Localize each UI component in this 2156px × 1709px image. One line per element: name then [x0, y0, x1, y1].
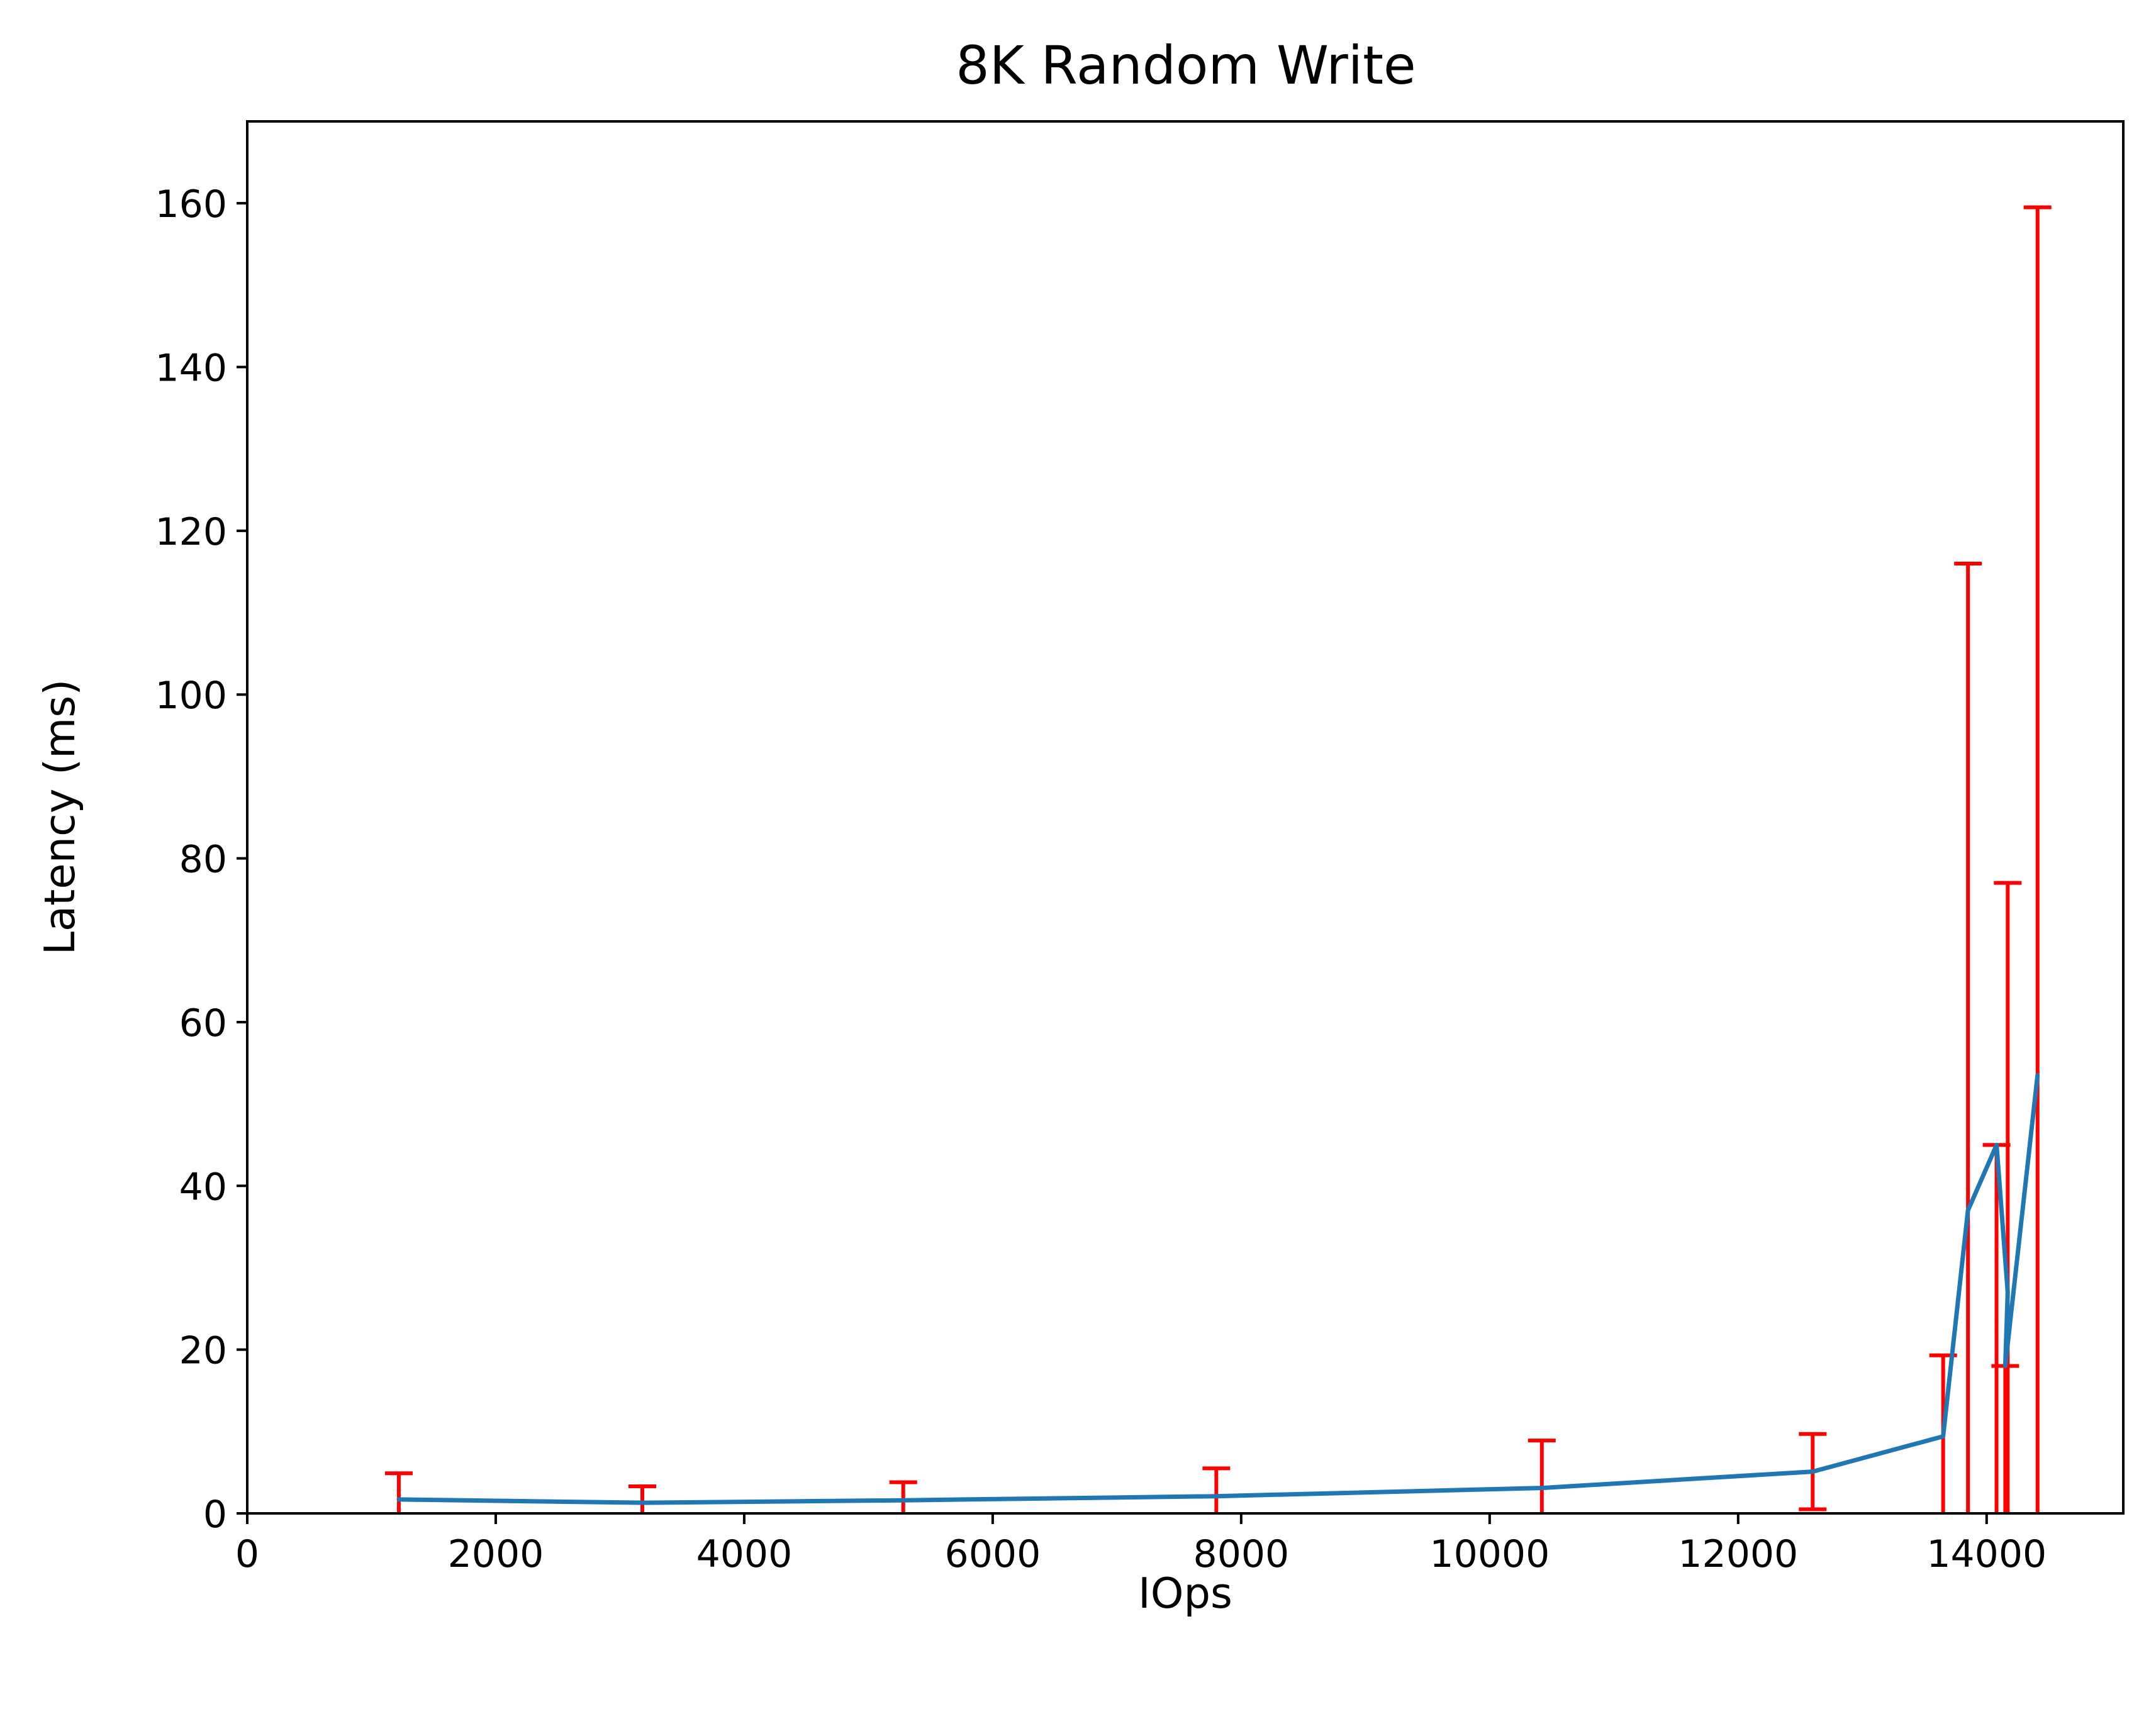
y-tick-label: 40 — [179, 1165, 227, 1209]
series-line — [396, 1073, 2040, 1505]
y-tick-label: 80 — [179, 838, 227, 882]
error-bars — [384, 205, 2052, 1513]
series-group — [396, 1073, 2040, 1505]
x-axis: 0 2000 4000 6000 8000 10000 12000 14000 — [235, 1513, 2047, 1576]
x-tick-label: 8000 — [1193, 1532, 1290, 1576]
x-tick-label: 4000 — [696, 1532, 793, 1576]
plot-area-frame — [246, 120, 2125, 1515]
y-tick-label: 120 — [155, 510, 227, 554]
y-axis-label: Latency (ms) — [35, 679, 84, 955]
y-tick-label: 140 — [155, 347, 227, 391]
y-tick-label: 60 — [179, 1001, 227, 1045]
x-tick-label: 10000 — [1429, 1532, 1550, 1576]
x-tick-label: 0 — [235, 1532, 259, 1576]
y-tick-label: 160 — [155, 182, 227, 226]
x-tick-label: 12000 — [1678, 1532, 1798, 1576]
x-tick-label: 14000 — [1926, 1532, 2047, 1576]
y-axis: 0 20 40 60 80 100 120 140 160 — [155, 182, 247, 1537]
x-tick-label: 6000 — [945, 1532, 1041, 1576]
y-tick-label: 20 — [179, 1329, 227, 1373]
chart-title: 8K Random Write — [956, 35, 1416, 96]
x-tick-label: 2000 — [448, 1532, 544, 1576]
x-axis-label: IOps — [1138, 1569, 1232, 1618]
y-tick-label: 100 — [155, 674, 227, 718]
y-tick-label: 0 — [203, 1493, 227, 1537]
